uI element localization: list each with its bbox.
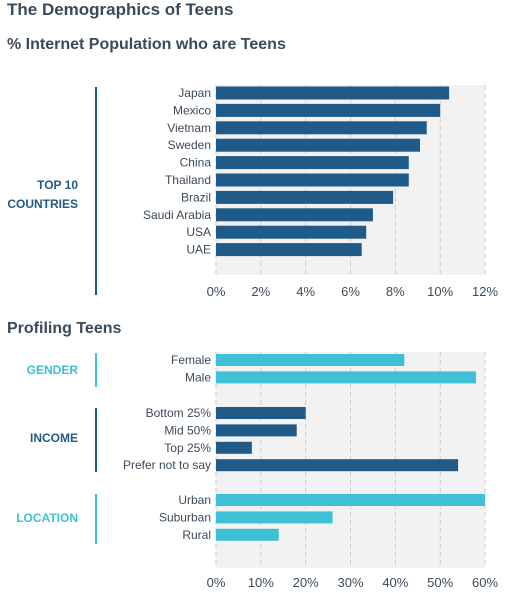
chart-1-title: % Internet Population who are Teens — [7, 36, 286, 53]
group-label-line: TOP 10 — [37, 178, 78, 192]
tick-label: 50% — [427, 575, 453, 590]
bar-location-2 — [216, 528, 279, 541]
tick-label: 2% — [251, 284, 270, 299]
category-label: USA — [186, 225, 211, 239]
category-label: Rural — [182, 528, 211, 542]
category-label: Thailand — [165, 173, 211, 187]
tick-label: 12% — [472, 284, 498, 299]
category-label: Saudi Arabia — [143, 208, 211, 222]
group-label: INCOME — [30, 431, 78, 445]
category-label: China — [180, 156, 212, 170]
tick-label: 10% — [427, 284, 453, 299]
category-label: Prefer not to say — [123, 458, 211, 472]
tick-label: 60% — [472, 575, 498, 590]
group-label: GENDER — [27, 363, 79, 377]
category-label: Brazil — [181, 190, 211, 204]
category-label: Bottom 25% — [146, 406, 212, 420]
bar-country-1 — [216, 103, 441, 117]
tick-label: 0% — [207, 575, 226, 590]
group-label-line: COUNTRIES — [7, 197, 78, 211]
tick-label: 0% — [207, 284, 226, 299]
bar-income-0 — [216, 407, 306, 419]
page-title: The Demographics of Teens — [7, 0, 234, 19]
category-label: Top 25% — [164, 441, 211, 455]
bar-country-0 — [216, 86, 450, 100]
category-label: Male — [185, 370, 211, 384]
category-label: Mid 50% — [164, 423, 211, 437]
bar-income-3 — [216, 459, 459, 472]
category-label: Urban — [178, 493, 211, 507]
bar-country-2 — [216, 121, 427, 135]
category-label: Mexico — [173, 103, 211, 117]
chart-2-title: Profiling Teens — [7, 320, 122, 337]
tick-label: 6% — [341, 284, 360, 299]
bar-income-2 — [216, 441, 252, 454]
bar-country-3 — [216, 138, 420, 152]
tick-label: 8% — [386, 284, 405, 299]
category-label: Female — [171, 353, 211, 367]
bar-location-0 — [216, 494, 485, 506]
tick-label: 10% — [248, 575, 274, 590]
tick-label: 4% — [296, 284, 315, 299]
bar-gender-1 — [216, 371, 477, 384]
category-label: Sweden — [168, 138, 211, 152]
category-label: Suburban — [159, 510, 211, 524]
category-label: Japan — [178, 86, 211, 100]
bar-country-6 — [216, 190, 394, 204]
bar-gender-0 — [216, 354, 405, 366]
bar-location-1 — [216, 511, 333, 524]
tick-label: 20% — [293, 575, 319, 590]
bar-country-5 — [216, 173, 409, 187]
bar-country-9 — [216, 243, 362, 257]
bar-country-7 — [216, 208, 373, 222]
group-label: LOCATION — [16, 511, 78, 525]
bar-country-4 — [216, 156, 409, 170]
bar-income-1 — [216, 424, 297, 437]
category-label: Vietnam — [167, 121, 211, 135]
bar-country-8 — [216, 225, 367, 239]
tick-label: 30% — [337, 575, 363, 590]
tick-label: 40% — [382, 575, 408, 590]
category-label: UAE — [186, 243, 211, 257]
